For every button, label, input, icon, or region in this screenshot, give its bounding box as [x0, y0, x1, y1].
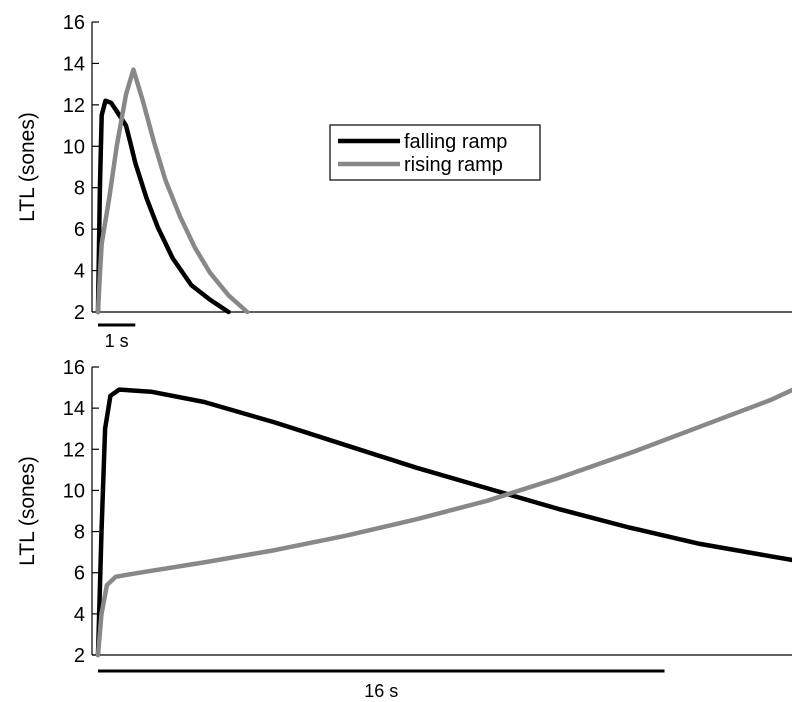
chart-panel-1: 2 4 6 8 10 12 14 16 LTL (sones) 1 s falling rampri… [16, 12, 792, 351]
series-line-falling-ramp [95, 98, 231, 315]
y-tick-label: 6 [74, 219, 85, 241]
series-group [95, 387, 792, 658]
y-tick-label: 14 [63, 398, 85, 420]
series-group [95, 67, 250, 315]
y-tick-label: 12 [63, 439, 85, 461]
y-tick-label: 10 [63, 136, 85, 158]
y-tick-label: 10 [63, 480, 85, 502]
y-tick-label: 6 [74, 563, 85, 585]
y-axis-title: LTL (sones) [16, 456, 39, 566]
legend-box [329, 124, 541, 181]
y-tick-label: 8 [74, 522, 85, 544]
scale-bar-label: 16 s [364, 681, 398, 701]
series-line-rising-ramp [95, 387, 792, 658]
y-tick-label: 14 [63, 53, 85, 75]
y-tick-label: 12 [63, 95, 85, 117]
y-tick-label: 16 [63, 357, 85, 379]
y-tick-label: 2 [74, 302, 85, 324]
chart-panel-2: 2 4 6 8 10 12 14 16 LTL (sones) 16 s [16, 357, 792, 701]
series-line-rising-ramp [95, 67, 250, 315]
y-axis-title: LTL (sones) [16, 112, 39, 222]
legend-label-2: rising ramp [404, 154, 503, 176]
y-tick-label: 16 [63, 12, 85, 34]
legend-label-1: falling ramp [404, 131, 507, 153]
series-line-falling-ramp [95, 387, 792, 658]
y-tick-label: 2 [74, 645, 85, 667]
scale-bar-label: 1 s [105, 331, 129, 351]
y-tick-label: 4 [74, 261, 85, 283]
y-tick-label: 8 [74, 178, 85, 200]
y-tick-label: 4 [74, 604, 85, 626]
